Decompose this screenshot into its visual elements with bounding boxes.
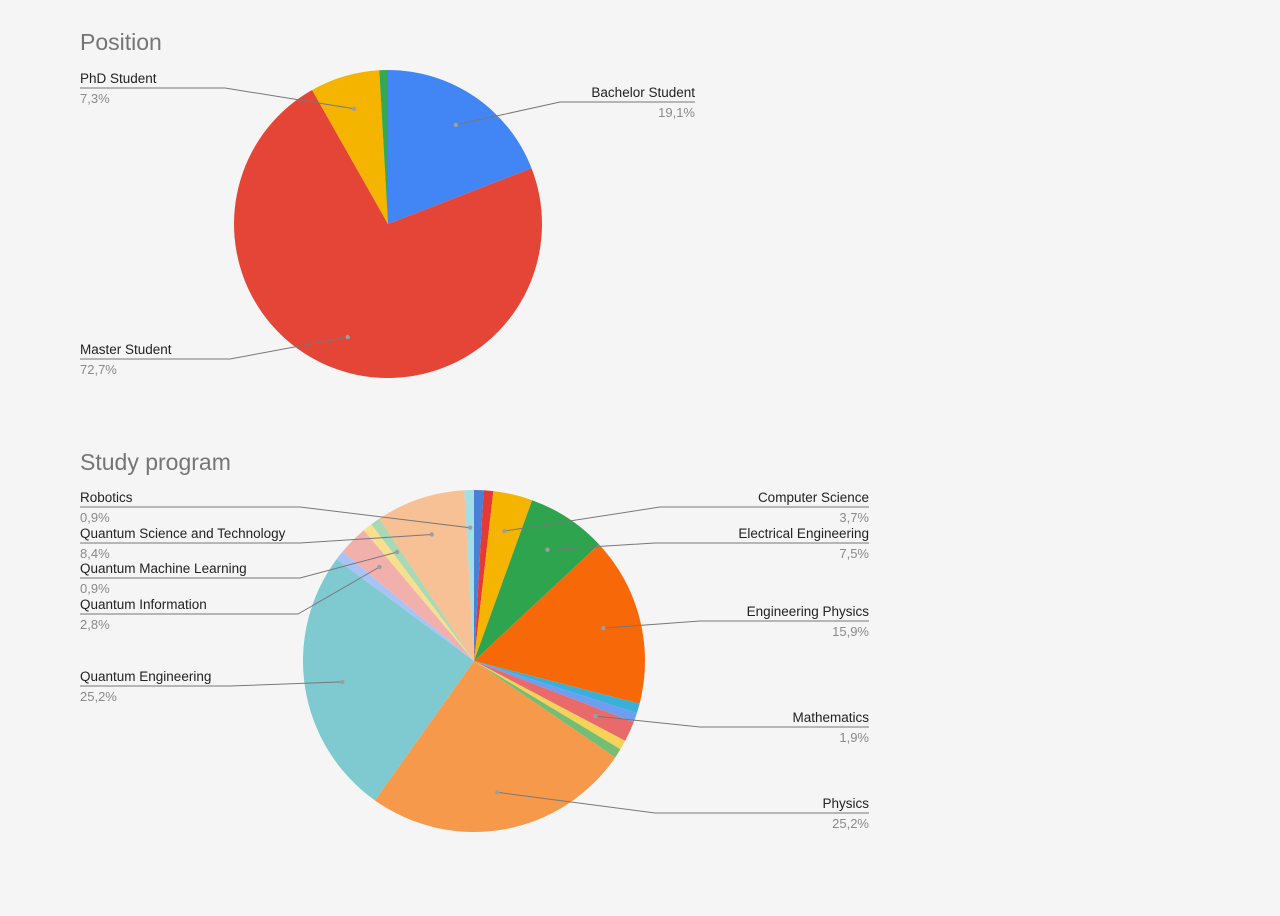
leader-line-quantum-information xyxy=(80,566,380,615)
slice-label-quantum-science-and-technology: Quantum Science and Technology xyxy=(80,526,286,541)
leader-line-mathematics xyxy=(595,715,869,728)
leader-line-engineering-physics xyxy=(603,620,869,629)
slice-percent-robotics: 0,9% xyxy=(80,510,110,525)
pie-slice-unlabeled-12 xyxy=(336,551,474,661)
leader-line-physics xyxy=(497,791,869,814)
slice-percent-engineering-physics: 15,9% xyxy=(832,624,869,639)
slice-label-engineering-physics: Engineering Physics xyxy=(747,604,870,619)
leader-line-master-student xyxy=(80,336,348,360)
leader-dot-quantum-engineering xyxy=(340,679,345,685)
slice-label-computer-science: Computer Science xyxy=(758,490,869,505)
leader-dot-quantum-information xyxy=(377,564,382,570)
pie-slice-mathematics xyxy=(474,661,634,741)
leader-dot-mathematics xyxy=(593,713,598,719)
leader-dot-robotics xyxy=(468,525,473,530)
slice-percent-quantum-information: 2,8% xyxy=(80,617,110,632)
pie-slice-quantum-engineering xyxy=(302,559,474,801)
leader-line-electrical-engineering xyxy=(547,542,869,551)
slice-percent-quantum-engineering: 25,2% xyxy=(80,689,117,704)
slice-label-quantum-engineering: Quantum Engineering xyxy=(80,669,211,684)
slice-label-quantum-machine-learning: Quantum Machine Learning xyxy=(80,561,247,576)
slice-percent-quantum-machine-learning: 0,9% xyxy=(80,581,110,596)
pie-slice-phd-student xyxy=(312,70,388,224)
pie-slice-quantum-information xyxy=(342,530,474,661)
leader-dot-quantum-machine-learning xyxy=(394,549,400,555)
pie-slice-engineering-physics xyxy=(474,544,645,704)
slice-label-phd-student: PhD Student xyxy=(80,71,157,86)
leader-line-quantum-engineering xyxy=(80,681,343,687)
leader-dot-electrical-engineering xyxy=(545,547,550,552)
pie-slice-electrical-engineering xyxy=(474,500,600,661)
leader-dot-master-student xyxy=(345,334,350,340)
leader-line-quantum-science-and-technology xyxy=(80,534,432,544)
leader-dot-physics xyxy=(495,790,500,795)
slice-label-physics: Physics xyxy=(822,796,869,811)
pie-slice-unlabeled-0 xyxy=(474,490,484,661)
leader-line-computer-science xyxy=(504,506,869,532)
slice-label-quantum-information: Quantum Information xyxy=(80,597,207,612)
pie-slice-unlabeled-6 xyxy=(474,661,637,723)
slice-label-bachelor-student: Bachelor Student xyxy=(591,85,695,100)
leader-line-robotics xyxy=(80,506,471,529)
study-program-pie xyxy=(302,490,645,833)
slice-percent-mathematics: 1,9% xyxy=(839,730,869,745)
slice-percent-physics: 25,2% xyxy=(832,816,869,831)
slice-percent-quantum-science-and-technology: 8,4% xyxy=(80,546,110,561)
slice-label-master-student: Master Student xyxy=(80,342,172,357)
slice-percent-computer-science: 3,7% xyxy=(839,510,869,525)
position-chart-title: Position xyxy=(80,29,162,55)
pie-slice-unlabeled-9 xyxy=(474,661,621,758)
pie-slice-master-student xyxy=(234,89,543,378)
leader-line-bachelor-student xyxy=(455,101,695,126)
slice-label-robotics: Robotics xyxy=(80,490,133,505)
slice-label-mathematics: Mathematics xyxy=(792,710,869,725)
slice-percent-bachelor-student: 19,1% xyxy=(658,105,695,120)
leader-line-phd-student xyxy=(80,87,355,110)
leader-dot-phd-student xyxy=(351,106,357,112)
pie-slice-unlabeled-5 xyxy=(474,661,640,714)
pie-slice-robotics xyxy=(464,490,474,661)
pie-slice-unlabeled-14 xyxy=(363,524,474,661)
pie-slice-quantum-science-and-technology xyxy=(379,490,474,661)
pie-slice-unlabeled-8 xyxy=(474,661,626,750)
leader-dot-computer-science xyxy=(502,528,507,534)
slice-percent-electrical-engineering: 7,5% xyxy=(839,546,869,561)
leader-line-quantum-machine-learning xyxy=(80,551,398,579)
pie-slice-bachelor-student xyxy=(388,70,532,224)
slice-label-electrical-engineering: Electrical Engineering xyxy=(738,526,869,541)
pie-slice-unlabeled-3 xyxy=(379,70,388,224)
pie-slice-physics xyxy=(374,661,616,833)
study-program-chart-title: Study program xyxy=(80,449,231,475)
slice-percent-phd-student: 7,3% xyxy=(80,91,110,106)
pie-slice-unlabeled-1 xyxy=(474,490,494,661)
pie-slice-computer-science xyxy=(474,491,533,661)
leader-dot-bachelor-student xyxy=(453,122,458,128)
slice-percent-master-student: 72,7% xyxy=(80,362,117,377)
position-labels: Bachelor Student 19,1% Master Student 72,7%… xyxy=(80,71,695,377)
study-program-labels: Computer Science 3,7%Electrical Engineeri… xyxy=(80,490,869,831)
leader-dot-quantum-science-and-technology xyxy=(429,532,434,537)
position-pie xyxy=(234,70,543,378)
leader-dot-engineering-physics xyxy=(601,625,606,631)
